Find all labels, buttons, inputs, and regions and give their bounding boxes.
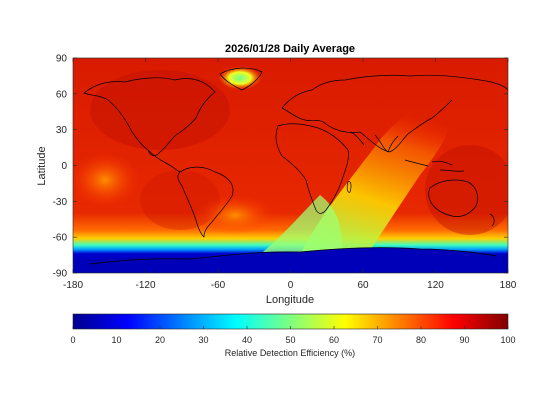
y-tick-label: -30	[53, 197, 68, 208]
coastline-africa	[275, 123, 349, 214]
colorbar-label: Relative Detection Efficiency (%)	[225, 348, 355, 358]
colorbar-tick-label: 30	[198, 335, 208, 345]
x-axis-label: Longitude	[266, 294, 314, 306]
colorbar-tick-label: 100	[500, 335, 515, 345]
coastlines	[83, 67, 508, 265]
colorbar-tick-label: 40	[242, 335, 252, 345]
y-tick-label: 30	[56, 125, 68, 136]
y-tick-label: -60	[53, 233, 68, 244]
coastline-new-zealand	[489, 213, 495, 227]
chart-title: 2026/01/28 Daily Average	[225, 43, 355, 55]
map-darker-region	[90, 70, 230, 150]
coastline-central-america	[147, 149, 181, 173]
y-tick-label: -90	[53, 269, 68, 280]
y-axis-ticks: 90 60 30 0 -30 -60 -90	[53, 54, 508, 280]
colorbar-tick-label: 0	[70, 335, 75, 345]
colorbar-ticks: 0 10 20 30 40 50 60 70 80 90 100	[70, 326, 516, 345]
x-tick-label: 0	[288, 280, 294, 291]
coastline-south-america	[177, 166, 234, 238]
coastline-north-america	[83, 77, 216, 156]
antarctica-low-region	[73, 247, 508, 273]
y-tick-label: 90	[56, 54, 68, 65]
x-tick-label: -120	[135, 280, 155, 291]
colorbar-tick-label: 20	[155, 335, 165, 345]
colorbar-tick-label: 80	[416, 335, 426, 345]
colorbar-tick-label: 90	[459, 335, 469, 345]
x-tick-label: -60	[211, 280, 226, 291]
x-tick-label: 180	[500, 280, 517, 291]
coastline-antarctica	[89, 247, 497, 265]
coastline-eurasia	[281, 74, 508, 153]
colorbar-tick-label: 50	[285, 335, 295, 345]
map-orange-patch	[195, 195, 275, 235]
y-axis-label: Latitude	[36, 146, 48, 185]
coastline-indonesia	[404, 159, 465, 172]
y-tick-label: 0	[61, 161, 67, 172]
colorbar-tick-label: 10	[111, 335, 121, 345]
coastline-india	[349, 131, 399, 153]
coastline-greenland	[219, 67, 263, 91]
colorbar-tick-label: 70	[372, 335, 382, 345]
map-plume	[250, 195, 342, 262]
map-darker-region	[425, 145, 508, 235]
map-plume	[300, 92, 456, 258]
x-tick-label: 120	[427, 280, 444, 291]
efficiency-map	[73, 58, 508, 273]
map-orange-patch	[73, 152, 140, 208]
x-axis-ticks: -180 -120 -60 0 60 120 180	[63, 58, 517, 291]
x-tick-label: 60	[357, 280, 369, 291]
colorbar-tick-label: 60	[329, 335, 339, 345]
greenland-patch	[218, 66, 262, 90]
y-tick-label: 60	[56, 89, 68, 100]
coastline-australia	[428, 179, 478, 217]
colorbar: 0 10 20 30 40 50 60 70 80 90 100 Relative Detectio…	[70, 313, 516, 358]
x-tick-label: -180	[63, 280, 83, 291]
coastline-madagascar	[346, 181, 352, 193]
